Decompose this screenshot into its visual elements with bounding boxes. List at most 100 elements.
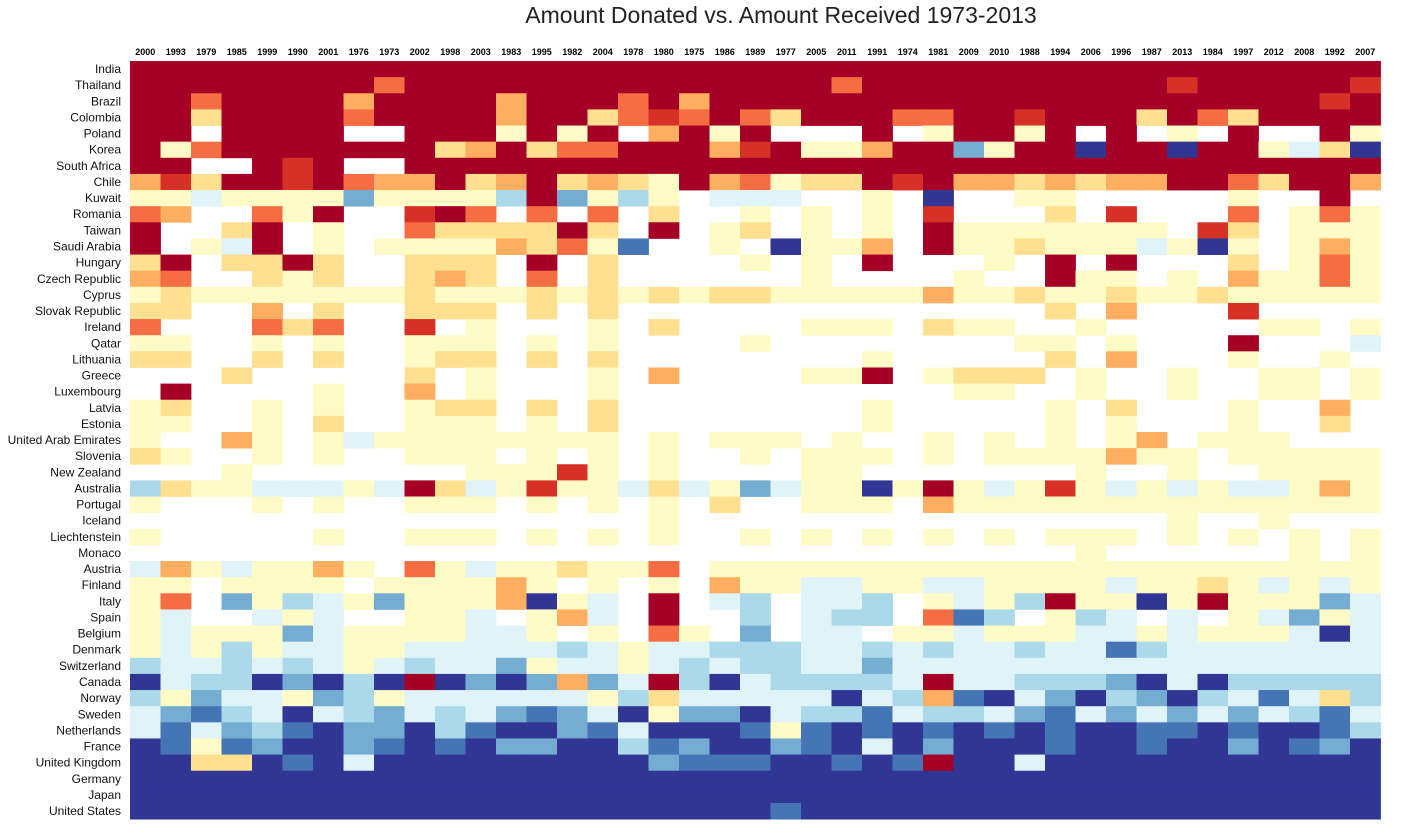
heatmap-cell bbox=[709, 61, 741, 78]
heatmap-cell bbox=[435, 351, 466, 368]
heatmap-cell bbox=[648, 93, 680, 110]
heatmap-cell bbox=[1106, 786, 1137, 804]
heatmap-cell bbox=[404, 690, 436, 707]
heatmap-cell bbox=[404, 109, 436, 126]
heatmap-cell bbox=[618, 770, 649, 788]
heatmap-cell bbox=[1228, 786, 1259, 804]
heatmap-cell bbox=[984, 706, 1015, 723]
heatmap-cell bbox=[160, 593, 192, 610]
heatmap-cell bbox=[1350, 496, 1381, 514]
heatmap-cell bbox=[557, 77, 588, 94]
heatmap-cell bbox=[526, 738, 558, 755]
heatmap-cell bbox=[1319, 125, 1351, 143]
heatmap-cell bbox=[740, 335, 771, 352]
heatmap-cell bbox=[770, 480, 802, 497]
heatmap-cell bbox=[831, 641, 863, 659]
heatmap-cell bbox=[465, 657, 497, 675]
heatmap-cell bbox=[374, 173, 405, 191]
heatmap-cell bbox=[1014, 222, 1046, 239]
year-label: 1989 bbox=[745, 47, 765, 57]
country-axis: IndiaThailandBrazilColombiaPolandKoreaSo… bbox=[8, 62, 122, 818]
heatmap-cell bbox=[984, 125, 1015, 143]
heatmap-cell bbox=[343, 641, 375, 659]
heatmap-cell bbox=[160, 254, 192, 272]
heatmap-cell bbox=[709, 690, 741, 707]
heatmap-cell bbox=[679, 673, 710, 691]
heatmap-cell bbox=[1228, 286, 1259, 304]
heatmap-cell bbox=[953, 61, 985, 78]
heatmap-cell bbox=[1319, 786, 1351, 804]
heatmap-cell bbox=[1350, 770, 1381, 788]
heatmap-cell bbox=[465, 383, 497, 401]
heatmap-cell bbox=[740, 77, 771, 94]
heatmap-cell bbox=[1106, 125, 1137, 143]
heatmap-cell bbox=[130, 141, 161, 159]
heatmap-cell bbox=[1350, 722, 1381, 739]
year-label: 1994 bbox=[1050, 47, 1070, 57]
heatmap-cell bbox=[984, 786, 1015, 804]
heatmap-cell bbox=[191, 770, 222, 788]
heatmap-cell bbox=[1045, 190, 1076, 207]
heatmap-cell bbox=[984, 625, 1015, 643]
heatmap-cell bbox=[862, 657, 893, 675]
heatmap-cell bbox=[923, 222, 954, 239]
heatmap-cell bbox=[404, 706, 436, 723]
heatmap-cell bbox=[1167, 738, 1198, 755]
heatmap-cell bbox=[130, 690, 161, 707]
heatmap-cell bbox=[892, 480, 924, 497]
heatmap-cell bbox=[709, 109, 741, 126]
heatmap-cell bbox=[465, 77, 497, 94]
heatmap-cell bbox=[252, 302, 283, 320]
heatmap-cell bbox=[496, 738, 527, 755]
heatmap-cell bbox=[526, 802, 558, 820]
heatmap-cell bbox=[1075, 754, 1107, 772]
heatmap-cell bbox=[465, 190, 497, 207]
heatmap-cell bbox=[770, 722, 802, 739]
heatmap-cell bbox=[831, 770, 863, 788]
heatmap-cell bbox=[252, 448, 283, 465]
heatmap-cell bbox=[343, 93, 375, 110]
heatmap-cell bbox=[282, 690, 314, 707]
heatmap-cell bbox=[1106, 270, 1137, 288]
heatmap-cell bbox=[1228, 302, 1259, 320]
heatmap-cell bbox=[313, 190, 344, 207]
heatmap-cell bbox=[221, 238, 253, 255]
heatmap-cell bbox=[191, 673, 222, 691]
heatmap-cell bbox=[1136, 109, 1168, 126]
heatmap-cell bbox=[435, 173, 466, 191]
heatmap-cell bbox=[1289, 690, 1320, 707]
heatmap-cell bbox=[313, 722, 344, 739]
heatmap-cell bbox=[709, 577, 741, 594]
heatmap-cell bbox=[1075, 544, 1107, 562]
heatmap-cell bbox=[496, 157, 527, 175]
heatmap-cell bbox=[1045, 577, 1076, 594]
year-label: 1984 bbox=[1203, 47, 1223, 57]
heatmap-cell bbox=[526, 206, 558, 223]
heatmap-cell bbox=[923, 722, 954, 739]
heatmap-cell bbox=[1258, 319, 1290, 336]
year-label: 2009 bbox=[959, 47, 979, 57]
heatmap-cell bbox=[679, 93, 710, 110]
heatmap-cell bbox=[1289, 173, 1320, 191]
heatmap-cell bbox=[465, 222, 497, 239]
heatmap-cell bbox=[923, 173, 954, 191]
heatmap-cell bbox=[892, 625, 924, 643]
heatmap-cell bbox=[1228, 351, 1259, 368]
heatmap-cell bbox=[252, 335, 283, 352]
heatmap-cell bbox=[404, 61, 436, 78]
heatmap-cell bbox=[1075, 802, 1107, 820]
heatmap-cell bbox=[587, 657, 619, 675]
country-label: Colombia bbox=[70, 110, 121, 124]
heatmap-cell bbox=[1319, 93, 1351, 110]
heatmap-cell bbox=[435, 690, 466, 707]
heatmap-cell bbox=[374, 690, 405, 707]
heatmap-cell bbox=[984, 222, 1015, 239]
heatmap-cell bbox=[679, 754, 710, 772]
heatmap-cell bbox=[252, 673, 283, 691]
heatmap-cell bbox=[801, 77, 832, 94]
heatmap-cell bbox=[313, 399, 344, 417]
heatmap-cell bbox=[1197, 754, 1229, 772]
heatmap-cell bbox=[435, 528, 466, 546]
chart-title: Amount Donated vs. Amount Received 1973-… bbox=[525, 2, 1037, 28]
heatmap-cell bbox=[404, 351, 436, 368]
